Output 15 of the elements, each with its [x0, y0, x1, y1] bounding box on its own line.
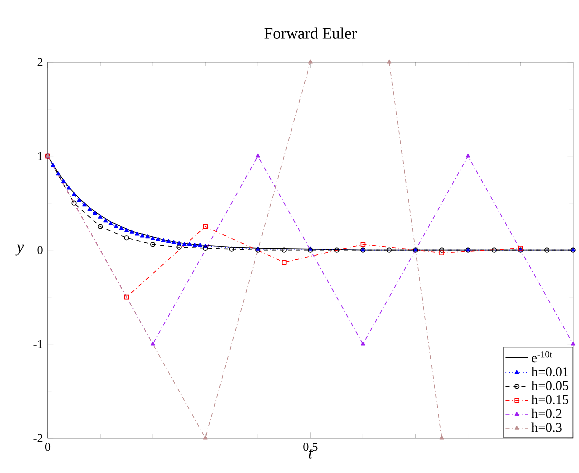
legend-label: h=0.01: [532, 367, 568, 377]
x-tick-label: 0.5: [304, 443, 318, 452]
y-axis-title: y: [16, 244, 24, 256]
y-tick-label: 0: [38, 246, 43, 254]
y-tick-label: -2: [34, 434, 43, 442]
chart-title: Forward Euler: [264, 28, 357, 39]
legend-label: h=0.15: [532, 394, 569, 404]
x-axis-title: t: [309, 450, 314, 459]
legend-label: e$^{-10t}$: [532, 351, 552, 363]
y-tick-label: -1: [34, 340, 43, 348]
legend-label: h=0.2: [532, 408, 562, 418]
y-tick-label: 1: [38, 152, 43, 160]
legend-label: h=0.05: [532, 381, 569, 390]
y-tick-label: 2: [38, 58, 43, 66]
legend-label: h=0.3: [532, 422, 562, 432]
